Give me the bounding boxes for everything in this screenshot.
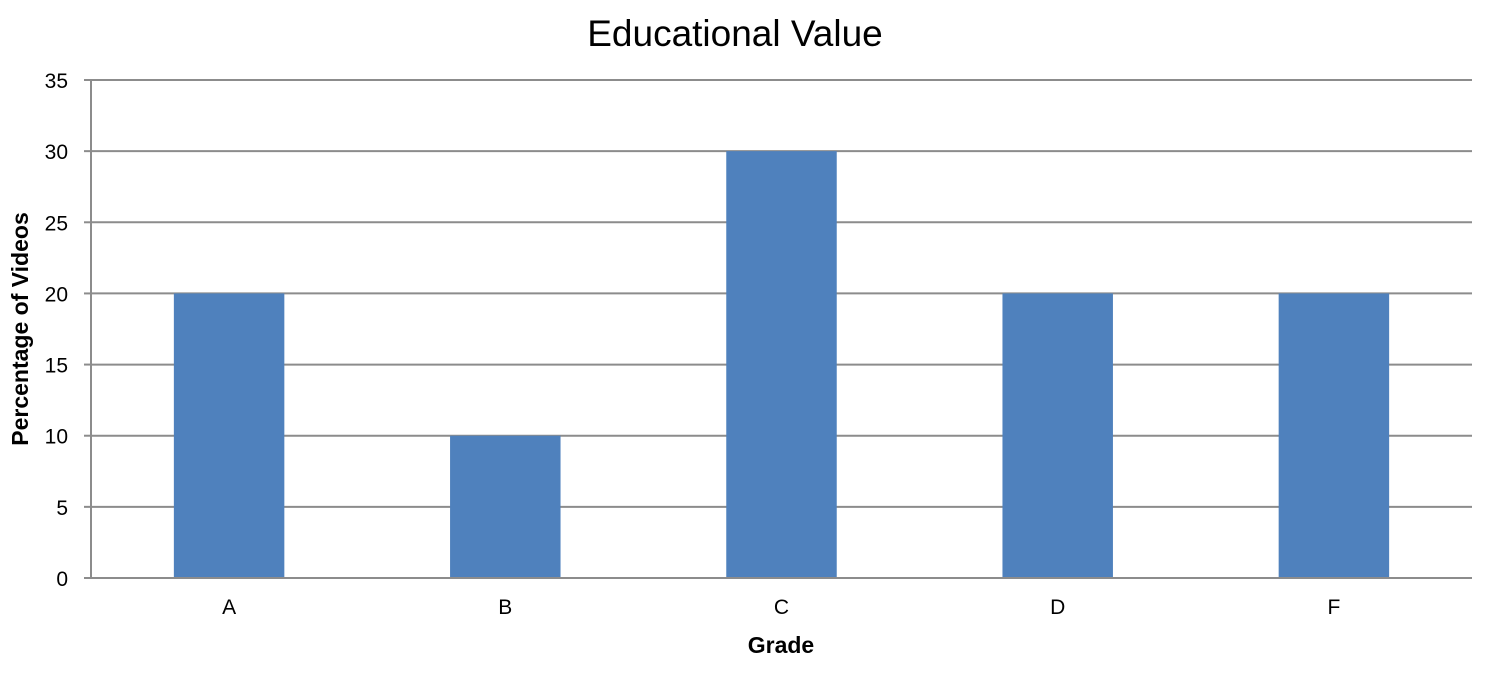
bar-C (726, 151, 837, 578)
axes (84, 79, 1472, 579)
x-tick-label-A: A (222, 596, 236, 619)
x-tick-label-B: B (498, 596, 512, 619)
y-tick-label: 30 (45, 141, 68, 164)
x-axis-title: Grade (748, 632, 814, 658)
bar-B (450, 435, 561, 578)
x-tick-label-C: C (774, 596, 789, 619)
x-tick-label-F: F (1327, 596, 1340, 619)
y-tick-label: 0 (56, 568, 68, 591)
y-tick-labels: 0 5 10 15 20 25 30 35 (45, 70, 68, 591)
y-tick-label: 5 (56, 497, 68, 520)
y-tick-label: 20 (45, 283, 68, 306)
y-tick-label: 15 (45, 355, 68, 378)
y-tick-label: 25 (45, 212, 68, 235)
bar-A (173, 293, 285, 578)
y-tick-label: 10 (45, 426, 68, 449)
bars (173, 151, 1390, 578)
y-tick-label: 35 (45, 70, 68, 93)
y-axis-title: Percentage of Videos (7, 212, 33, 446)
chart-title: Educational Value (587, 13, 883, 54)
bar-F (1278, 293, 1390, 578)
bar-D (1002, 293, 1113, 578)
x-tick-label-D: D (1050, 596, 1065, 619)
